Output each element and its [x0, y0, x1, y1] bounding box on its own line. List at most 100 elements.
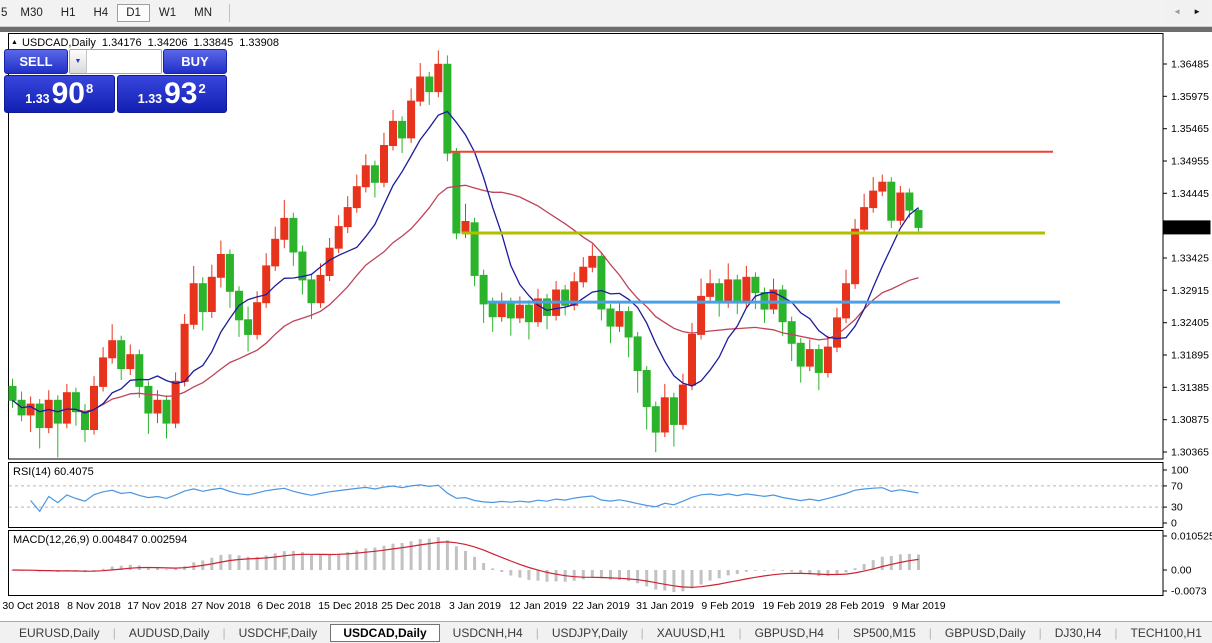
candle-body	[126, 354, 135, 370]
macd-panel[interactable]: 0.010525 0.00 -0.0073	[0, 530, 1212, 596]
candle-body	[787, 321, 796, 344]
volume-input[interactable]	[87, 50, 161, 73]
sell-button[interactable]: SELL	[4, 49, 68, 74]
current-price-label: 1.33908	[1167, 222, 1205, 234]
macd-bar	[518, 570, 522, 578]
macd-bar	[772, 569, 775, 571]
buy-price-big: 93	[164, 77, 198, 110]
current-price-tag	[1163, 220, 1211, 235]
macd-bar	[572, 570, 576, 581]
macd-bar	[690, 570, 694, 589]
macd-bar	[500, 570, 504, 572]
chart-tab-usdcad[interactable]: USDCAD,Daily	[330, 623, 440, 642]
timeframe-button-5[interactable]: 5	[1, 7, 8, 19]
tabs-scroll-right-icon[interactable]: ►	[1193, 6, 1201, 16]
macd-bar	[427, 538, 431, 570]
candle-body	[606, 308, 615, 327]
candle-body	[334, 226, 343, 249]
candle-body	[697, 295, 706, 335]
macd-bar	[355, 550, 359, 570]
candle-body	[742, 276, 751, 304]
rsi-indicator-label: RSI(14) 60.4075	[13, 466, 94, 478]
candle-body	[479, 274, 488, 305]
rsi-tick-label: 0	[1171, 518, 1177, 529]
sell-price-big: 90	[51, 77, 85, 110]
candle-body	[769, 289, 778, 310]
rsi-panel[interactable]: 100 70 30 0	[0, 462, 1212, 528]
timeframe-button-w1[interactable]: W1	[158, 7, 177, 19]
candle-body	[416, 76, 425, 102]
candle-body	[253, 302, 262, 335]
chart-tab-audusd[interactable]: AUDUSD,Daily	[128, 625, 210, 640]
macd-tick-label: 0.00	[1171, 565, 1192, 577]
candle-body	[380, 145, 388, 183]
rsi-tick-label: 100	[1171, 465, 1189, 477]
timeframe-button-h4[interactable]: H4	[93, 7, 109, 19]
price-tick-label: 1.32915	[1171, 285, 1209, 297]
macd-bar	[853, 568, 857, 570]
date-label: 28 Feb 2019	[825, 600, 885, 612]
price-tick-label: 1.30875	[1171, 414, 1209, 426]
macd-bar	[645, 570, 649, 587]
macd-bar	[273, 553, 277, 570]
macd-bar	[699, 570, 703, 585]
buy-button[interactable]: BUY	[163, 49, 227, 74]
rsi-frame	[8, 462, 1164, 528]
tab-separator: |	[535, 625, 539, 640]
macd-bar	[491, 568, 495, 570]
macd-bar	[482, 563, 486, 570]
price-tick-label: 1.31385	[1171, 382, 1209, 394]
tab-separator: |	[640, 625, 644, 640]
chart-tab-sp500[interactable]: SP500,M15	[853, 625, 916, 640]
chart-tab-eurusd[interactable]: EURUSD,Daily	[19, 625, 100, 640]
collapse-arrow-icon[interactable]: ▲	[11, 39, 18, 46]
macd-bar	[119, 565, 123, 570]
chart-tab-usdchf[interactable]: USDCHF,Daily	[238, 625, 318, 640]
date-label: 19 Feb 2019	[762, 600, 822, 612]
macd-bar	[264, 555, 268, 570]
candle-body	[207, 276, 216, 313]
volume-decrease-button[interactable]: ▼	[70, 50, 87, 73]
timeframe-button-h1[interactable]: H1	[60, 7, 76, 19]
chart-tab-tech100[interactable]: TECH100,H1	[1130, 625, 1202, 640]
price-tick-label: 1.34955	[1171, 156, 1209, 168]
candle-body	[851, 228, 860, 285]
macd-bar	[400, 543, 404, 570]
chart-tab-usdjpy[interactable]: USDJPY,Daily	[551, 625, 628, 640]
macd-bar	[799, 570, 803, 574]
candle-body	[823, 346, 832, 374]
candle-body	[860, 207, 869, 230]
candle-body	[896, 192, 905, 221]
timeframe-toolbar: 5 M30 H1 H4 D1 W1 MN	[0, 0, 1212, 27]
macd-bar	[744, 570, 748, 572]
macd-bar	[319, 555, 322, 570]
macd-bar	[110, 566, 114, 570]
timeframe-button-d1[interactable]: D1	[117, 4, 150, 22]
macd-bar	[346, 552, 350, 570]
chart-tab-usdcnh[interactable]: USDCNH,H4	[452, 625, 523, 640]
chart-tab-dj30[interactable]: DJ30,H4	[1054, 625, 1102, 640]
candle-body	[26, 403, 35, 416]
macd-bar	[527, 570, 531, 580]
rsi-tick-label: 30	[1171, 502, 1183, 514]
date-label: 9 Mar 2019	[892, 600, 946, 612]
candle-body	[271, 238, 280, 267]
timeframe-button-mn[interactable]: MN	[194, 7, 213, 19]
candle-body	[778, 289, 787, 323]
timeframe-button-m30[interactable]: M30	[20, 7, 43, 19]
candle-body	[796, 342, 805, 367]
chart-tab-gbpusd[interactable]: GBPUSD,Daily	[944, 625, 1026, 640]
macd-bar	[146, 567, 150, 570]
chart-tab-gbpusd[interactable]: GBPUSD,H4	[754, 625, 824, 640]
candle-body	[325, 247, 334, 276]
tabs-scroll-left-icon[interactable]: ◄	[1173, 6, 1182, 16]
candle-body	[570, 281, 579, 306]
tab-separator: |	[928, 625, 932, 640]
candle-body	[869, 190, 878, 209]
candle-body	[262, 265, 271, 304]
ma-slow-line	[12, 184, 919, 413]
chart-tab-xauusd[interactable]: XAUUSD,H1	[656, 625, 726, 640]
macd-bar	[753, 570, 757, 571]
buy-price-pane[interactable]: 1.33 93 2	[116, 75, 227, 113]
sell-price-pane[interactable]: 1.33 90 8	[4, 75, 115, 113]
